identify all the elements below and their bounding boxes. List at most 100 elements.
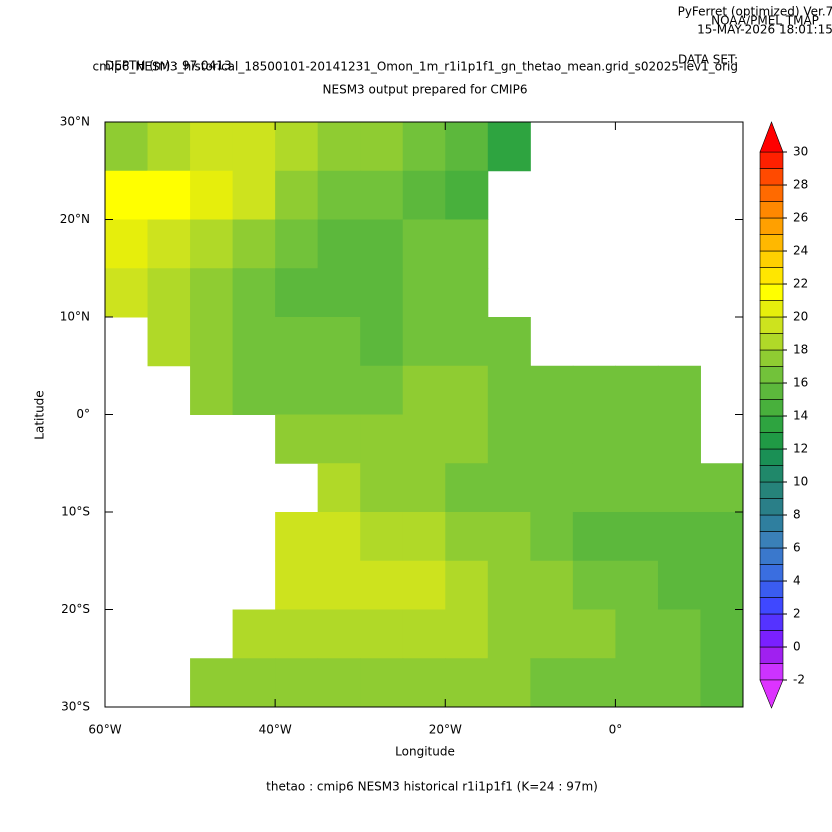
map-cell [657, 365, 701, 415]
colorbar-box [759, 564, 784, 582]
map-cell [615, 609, 659, 659]
map-cell [232, 365, 276, 415]
map-cell [275, 170, 319, 220]
map-cell [402, 414, 446, 464]
colorbar-tick-label: 12 [793, 442, 808, 456]
x-tick-label: 0° [609, 723, 623, 737]
colorbar-box [759, 300, 784, 318]
colorbar-box [759, 168, 784, 186]
map-cell [360, 317, 404, 367]
colorbar-tick-label: 8 [793, 508, 801, 522]
colorbar-tick-label: 18 [793, 343, 808, 357]
map-cell [147, 170, 191, 220]
map-cell [402, 609, 446, 659]
map-cell [317, 658, 361, 708]
map-cell [147, 122, 191, 172]
map-cell [275, 512, 319, 562]
dataset-title: DATA SET: [678, 53, 738, 67]
colorbar-box [759, 448, 784, 466]
map-cell [360, 560, 404, 610]
map-cell [445, 463, 489, 513]
colorbar-box [759, 597, 784, 615]
map-cell [700, 609, 744, 659]
colorbar-tick-label: 30 [793, 145, 808, 159]
map-cell [360, 414, 404, 464]
colorbar-box [759, 547, 784, 565]
map-cell [657, 658, 701, 708]
map-cell [105, 219, 149, 269]
colorbar-tick-label: 10 [793, 475, 808, 489]
map-cell [445, 609, 489, 659]
colorbar-box [759, 663, 784, 681]
map-cell [317, 122, 361, 172]
colorbar-tick-label: 14 [793, 409, 808, 423]
map-cell [317, 170, 361, 220]
map-cell [190, 170, 234, 220]
map-cell [657, 512, 701, 562]
map-cell [317, 512, 361, 562]
map-cell [572, 512, 616, 562]
header-line: 15-MAY-2026 18:01:15 [697, 23, 832, 37]
colorbar-box [759, 514, 784, 532]
map-cell [445, 219, 489, 269]
map-cell [402, 658, 446, 708]
map-cell [275, 219, 319, 269]
map-cell [572, 365, 616, 415]
colorbar-box [759, 217, 784, 235]
colorbar-box [759, 498, 784, 516]
colorbar-tick-label: 26 [793, 211, 808, 225]
colorbar-box [759, 465, 784, 483]
map-cell [275, 560, 319, 610]
y-tick-label: 20°N [60, 212, 90, 226]
map-cell [232, 609, 276, 659]
map-cell [445, 122, 489, 172]
map-cell [232, 317, 276, 367]
map-cell [700, 658, 744, 708]
map-cell [402, 268, 446, 318]
map-cell [402, 463, 446, 513]
map-cell [190, 268, 234, 318]
map-cell [147, 219, 191, 269]
chart-title: NESM3 output prepared for CMIP6 [323, 83, 528, 97]
map-cell [572, 463, 616, 513]
colorbar-box [759, 184, 784, 202]
colorbar-box [759, 382, 784, 400]
colorbar-box [759, 201, 784, 219]
map-cell [487, 609, 531, 659]
plot-frame [104, 121, 744, 708]
colorbar-box [759, 267, 784, 285]
y-tick-label: 20°S [61, 602, 90, 616]
colorbar-box [759, 531, 784, 549]
map-cell [147, 317, 191, 367]
map-cell [190, 365, 234, 415]
map-cell [657, 609, 701, 659]
map-cell [317, 219, 361, 269]
colorbar-over [759, 121, 784, 153]
map-cell [360, 463, 404, 513]
map-cell [360, 219, 404, 269]
map-cell [275, 365, 319, 415]
colorbar-box [759, 630, 784, 648]
colorbar-tick-label: 24 [793, 244, 808, 258]
map-cell [275, 609, 319, 659]
map-cell [105, 122, 149, 172]
map-cell [657, 463, 701, 513]
map-cell [360, 170, 404, 220]
map-cell [317, 609, 361, 659]
colorbar-tick-label: 28 [793, 178, 808, 192]
map-cell [530, 560, 574, 610]
map-cell [487, 658, 531, 708]
x-axis-label: Longitude [395, 745, 455, 759]
map-cell [402, 560, 446, 610]
map-cell [445, 560, 489, 610]
map-cell [190, 122, 234, 172]
map-cell [232, 170, 276, 220]
colorbar-box [759, 316, 784, 334]
header-line: PyFerret (optimized) Ver.7.63 [678, 5, 832, 19]
map-cell [700, 463, 744, 513]
map-cell [317, 268, 361, 318]
map-cell [487, 365, 531, 415]
map-cell [317, 414, 361, 464]
map-cell [445, 658, 489, 708]
